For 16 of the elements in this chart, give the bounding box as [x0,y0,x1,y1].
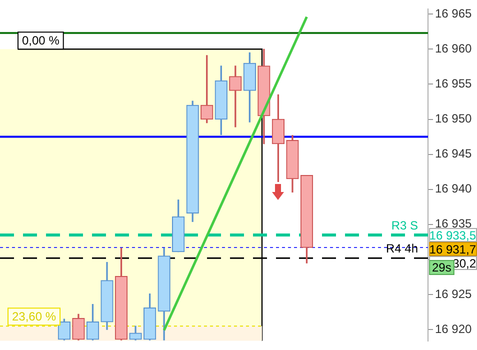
y-tick-label: 16 965 [435,6,472,20]
text: 16 931,7 [429,242,476,256]
ref-line-label: R3 S [391,218,418,232]
y-tick-label: 16 945 [435,146,472,161]
y-tick-label: 16 925 [435,286,472,301]
y-tick-label: 16 940 [435,182,472,196]
text: 29s [432,260,452,274]
band-label: 0,00 % [22,33,60,48]
y-tick-label: 16 935 [435,216,472,231]
ref-line-label: R4 4h [386,241,418,256]
text: 16 933,5 [429,228,476,242]
band-label: 23,60 % [12,309,56,324]
y-tick-label: 16 950 [435,112,472,126]
y-tick-label: 16 960 [435,41,472,56]
y-tick-label: 16 955 [435,76,472,91]
y-tick-label: 16 920 [435,322,472,336]
